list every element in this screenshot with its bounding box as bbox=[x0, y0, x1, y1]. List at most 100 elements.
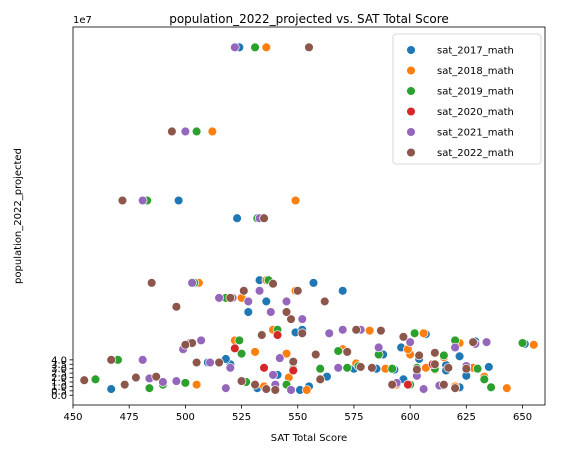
data-point-sat_2022_math-28 bbox=[151, 371, 161, 382]
data-point-sat_2021_math-30 bbox=[221, 383, 231, 393]
data-point-sat_2022_math-18 bbox=[376, 325, 386, 336]
data-point-sat_2022_math-14 bbox=[257, 330, 267, 340]
y-axis-ticks: 0.00.51.01.52.02.53.03.54.0 bbox=[51, 355, 73, 402]
plot-frame bbox=[72, 26, 546, 406]
legend-marker-sat_2017_math bbox=[406, 45, 416, 55]
x-tick-label: 525 bbox=[232, 412, 251, 423]
data-point-sat_2022_math-40 bbox=[355, 362, 366, 372]
y-tick-label: 3.0 bbox=[51, 364, 67, 375]
data-point-sat_2017_math-9 bbox=[243, 307, 254, 317]
x-tick-label: 500 bbox=[176, 412, 195, 423]
data-point-sat_2022_math-22 bbox=[468, 337, 478, 347]
y-tick-label: 4.0 bbox=[51, 355, 67, 366]
data-point-sat_2021_math-11 bbox=[297, 314, 308, 324]
y-tick-label: 0.0 bbox=[51, 391, 67, 402]
data-point-sat_2019_math-14 bbox=[315, 363, 325, 374]
y-tick-label: 2.0 bbox=[51, 373, 67, 384]
data-point-sat_2019_math-26 bbox=[236, 348, 247, 359]
legend-label-sat_2020_math: sat_2020_math bbox=[437, 107, 514, 118]
data-point-sat_2022_math-24 bbox=[79, 375, 89, 385]
data-point-sat_2022_math-43 bbox=[430, 348, 440, 358]
data-point-sat_2021_math-9 bbox=[266, 307, 276, 317]
data-point-sat_2022_math-3 bbox=[259, 213, 269, 223]
data-point-sat_2018_math-2 bbox=[290, 195, 301, 206]
data-point-sat_2017_math-23 bbox=[454, 351, 465, 362]
legend-label-sat_2021_math: sat_2021_math bbox=[437, 128, 514, 139]
data-point-sat_2019_math-1 bbox=[191, 126, 202, 137]
data-point-sat_2022_math-31 bbox=[250, 379, 260, 390]
x-axis-ticks: 450 475 500 525 550 575 600 625 650 bbox=[63, 405, 532, 423]
x-tick-label: 575 bbox=[344, 412, 363, 423]
data-point-sat_2021_math-21 bbox=[405, 337, 415, 347]
data-point-sat_2022_math-5 bbox=[239, 286, 249, 296]
y-tick-label: 0.5 bbox=[51, 386, 67, 397]
data-point-sat_2017_math-2 bbox=[232, 213, 242, 223]
x-tick-label: 475 bbox=[120, 412, 139, 423]
data-point-sat_2022_math-15 bbox=[281, 307, 292, 317]
data-point-sat_2021_math-34 bbox=[373, 342, 384, 353]
chart-title: population_2022_projected vs. SAT Total … bbox=[169, 12, 449, 26]
data-point-sat_2021_math-25 bbox=[481, 337, 492, 347]
data-point-sat_2022_math-41 bbox=[387, 379, 397, 390]
legend-marker-sat_2022_math bbox=[406, 147, 416, 158]
legend-label-sat_2018_math: sat_2018_math bbox=[437, 66, 514, 77]
y-tick-label: 2.5 bbox=[51, 369, 67, 380]
data-points bbox=[79, 42, 539, 395]
data-point-sat_2021_math-29 bbox=[171, 376, 182, 386]
data-point-sat_2022_math-7 bbox=[293, 286, 303, 296]
data-point-sat_2019_math-16 bbox=[333, 346, 343, 356]
data-point-sat_2019_math-29 bbox=[472, 363, 483, 374]
data-point-sat_2022_math-32 bbox=[288, 356, 299, 367]
legend: sat_2017_math sat_2018_math sat_2019_maths… bbox=[392, 33, 542, 165]
data-point-sat_2022_math-20 bbox=[430, 359, 440, 370]
y-axis-multiplier: 1e7 bbox=[73, 15, 92, 26]
legend-marker-sat_2018_math bbox=[406, 65, 416, 76]
data-point-sat_2019_math-0 bbox=[250, 42, 260, 53]
data-point-sat_2020_math-1 bbox=[230, 343, 240, 354]
data-point-sat_2018_math-28 bbox=[302, 385, 312, 395]
data-point-sat_2018_math-0 bbox=[261, 42, 272, 53]
data-point-sat_2017_math-25 bbox=[484, 362, 494, 372]
data-point-sat_2021_math-15 bbox=[205, 357, 215, 368]
data-point-sat_2022_math-38 bbox=[450, 383, 460, 393]
data-point-sat_2022_math-34 bbox=[342, 347, 352, 357]
data-point-sat_2022_math-4 bbox=[146, 278, 157, 288]
data-point-sat_2021_math-18 bbox=[324, 328, 334, 339]
data-point-sat_2019_math-24 bbox=[517, 338, 528, 348]
data-point-sat_2017_math-1 bbox=[173, 195, 184, 206]
data-point-sat_2022_math-46 bbox=[315, 374, 325, 385]
data-point-sat_2022_math-1 bbox=[167, 126, 177, 137]
data-point-sat_2022_math-42 bbox=[367, 363, 377, 373]
x-tick-label: 625 bbox=[457, 412, 476, 423]
data-point-sat_2021_math-2 bbox=[137, 195, 148, 206]
data-point-sat_2018_math-23 bbox=[502, 383, 512, 393]
data-point-sat_2017_math-5 bbox=[337, 286, 348, 296]
data-point-sat_2022_math-37 bbox=[439, 379, 449, 390]
data-point-sat_2022_math-45 bbox=[270, 385, 281, 395]
legend-marker-sat_2020_math bbox=[406, 106, 416, 117]
data-point-sat_2022_math-19 bbox=[414, 350, 424, 361]
data-point-sat_2022_math-25 bbox=[106, 355, 116, 365]
data-point-sat_2021_math-4 bbox=[187, 278, 197, 288]
data-point-sat_2022_math-13 bbox=[191, 357, 202, 368]
data-point-sat_2018_math-24 bbox=[529, 340, 539, 350]
data-point-sat_2021_math-6 bbox=[254, 286, 265, 296]
data-point-sat_2020_math-5 bbox=[403, 379, 413, 390]
data-point-sat_2018_math-26 bbox=[191, 379, 202, 390]
data-point-sat_2022_math-9 bbox=[225, 293, 236, 303]
data-point-sat_2021_math-33 bbox=[333, 363, 343, 373]
data-point-sat_2021_math-5 bbox=[214, 293, 224, 303]
data-point-sat_2020_math-2 bbox=[288, 365, 299, 376]
data-point-sat_2022_math-27 bbox=[131, 372, 141, 383]
data-point-sat_2022_math-23 bbox=[461, 363, 472, 374]
data-point-sat_2019_math-31 bbox=[342, 363, 352, 373]
data-point-sat_2021_math-39 bbox=[268, 370, 278, 380]
x-tick-label: 650 bbox=[513, 412, 532, 423]
data-point-sat_2021_math-28 bbox=[158, 377, 168, 387]
y-tick-label: 1.5 bbox=[51, 377, 67, 388]
data-point-sat_2021_math-0 bbox=[230, 42, 240, 53]
data-point-sat_2022_math-44 bbox=[236, 376, 247, 386]
data-point-sat_2022_math-30 bbox=[214, 357, 224, 368]
legend-marker-sat_2021_math bbox=[406, 127, 416, 137]
